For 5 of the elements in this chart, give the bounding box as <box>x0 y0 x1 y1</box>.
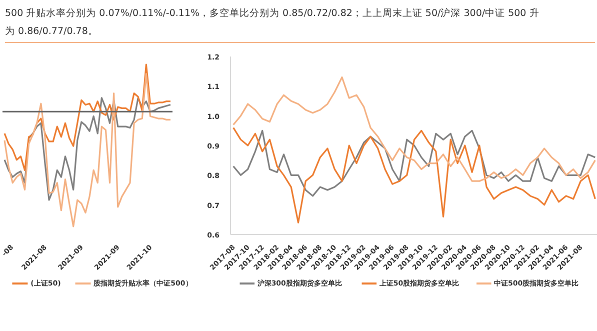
line-series <box>232 126 596 224</box>
text: 500 升贴水率分别为 0.07%/0.11%/-0.11%，多空单比分别为 0.85/0.72/0.82；上上周末上证 50/沪深 300/中证 500 升 <box>5 7 540 21</box>
line-series <box>232 130 596 197</box>
text: 为 0.86/0.77/0.78。 <box>5 25 99 39</box>
line-series <box>232 76 596 182</box>
